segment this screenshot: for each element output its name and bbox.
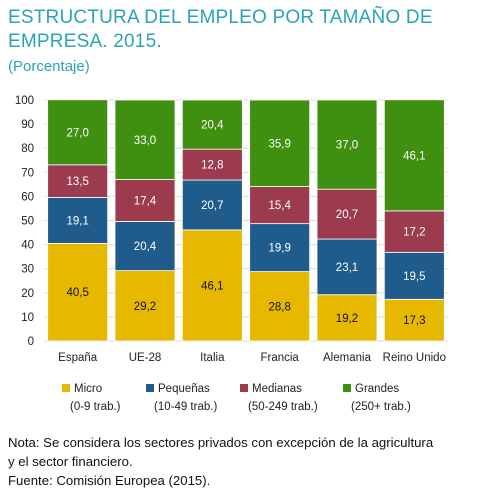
note-line-1: Nota: Se considera los sectores privados… [8,435,434,450]
data-label: 29,2 [134,301,156,313]
legend-swatch [146,384,154,392]
data-label: 19,9 [268,243,290,255]
y-tick-label: 70 [21,167,34,179]
data-label: 33,0 [134,135,156,147]
legend-sublabel: (10-49 trab.) [154,401,217,413]
bar-segment [47,242,109,342]
bar-segment [47,164,109,198]
data-label: 28,8 [268,301,290,313]
data-label: 19,5 [403,271,425,283]
data-label: 17,4 [134,195,157,207]
legend-label: Medianas [252,383,302,395]
data-label: 19,1 [66,215,88,227]
y-tick-label: 30 [21,264,34,276]
x-tick-label: Francia [260,352,299,364]
bar-segment [181,179,243,231]
data-label: 23,1 [336,262,358,274]
notes: Nota: Se considera los sectores privados… [8,433,483,490]
legend-sublabel: (50-249 trab.) [248,401,318,413]
bar-segment [47,196,109,244]
source-line: Fuente: Comisión Europea (2015). [8,473,211,488]
data-label: 20,4 [201,120,224,132]
legend-swatch [343,384,351,392]
bar-segment [181,99,243,150]
bar-segment [316,294,378,342]
chart-title: ESTRUCTURA DEL EMPLEO POR TAMAÑO DE EMPR… [8,7,433,52]
y-tick-label: 90 [21,119,34,131]
x-tick-label: Italia [200,352,225,364]
legend-swatch [62,384,70,392]
data-label: 27,0 [66,127,88,139]
bar-segment [114,221,176,272]
y-tick-label: 80 [21,143,34,155]
y-tick-label: 100 [15,95,34,107]
bar-segment [316,188,378,240]
y-tick-label: 0 [28,336,34,348]
data-label: 17,3 [403,315,425,327]
data-label: 20,7 [336,209,358,221]
data-label: 13,5 [66,176,88,188]
y-tick-label: 60 [21,191,34,203]
bar-segment [249,271,311,342]
legend-label: Grandes [355,383,399,395]
bar-segment [383,210,445,253]
bar-segment [47,99,109,166]
legend-sublabel: (0-9 trab.) [70,401,121,413]
bar-segment [249,223,311,272]
x-tick-label: España [58,352,98,364]
note-line-2: y el sector financiero. [8,454,133,469]
data-label: 17,2 [403,227,425,239]
legend-swatch [240,384,248,392]
data-label: 40,5 [66,287,88,299]
bar-segment [249,99,311,187]
y-tick-label: 40 [21,240,34,252]
legend-label: Micro [74,383,102,395]
x-tick-label: UE-28 [129,352,162,364]
bar-segment [114,99,176,180]
y-tick-label: 10 [21,312,34,324]
bar-segment [316,99,378,190]
y-tick-label: 20 [21,288,34,300]
x-tick-label: Reino Unido [383,352,446,364]
bar-segment [383,99,445,212]
bar-segment [181,148,243,181]
data-label: 46,1 [403,150,425,162]
data-label: 20,4 [134,241,157,253]
bar-segment [383,298,445,342]
bar-segment [249,186,311,225]
data-label: 15,4 [268,200,291,212]
y-tick-label: 50 [21,216,34,228]
stacked-bar-chart: 0 10 20 30 40 50 60 70 80 90 100 40,5 19,1 13,5 27,0 Es… [15,95,448,413]
bar-segment [114,270,176,342]
legend-label: Pequeñas [158,383,210,395]
data-label: 35,9 [268,138,290,150]
data-label: 46,1 [201,280,223,292]
legend-sublabel: (250+ trab.) [351,401,411,413]
data-label: 37,0 [336,140,358,152]
data-label: 19,2 [336,313,358,325]
x-tick-label: Alemania [323,352,372,364]
data-label: 12,8 [201,160,223,172]
bar-segment [181,229,243,342]
chart-subtitle: (Porcentaje) [8,58,90,75]
data-label: 20,7 [201,200,223,212]
